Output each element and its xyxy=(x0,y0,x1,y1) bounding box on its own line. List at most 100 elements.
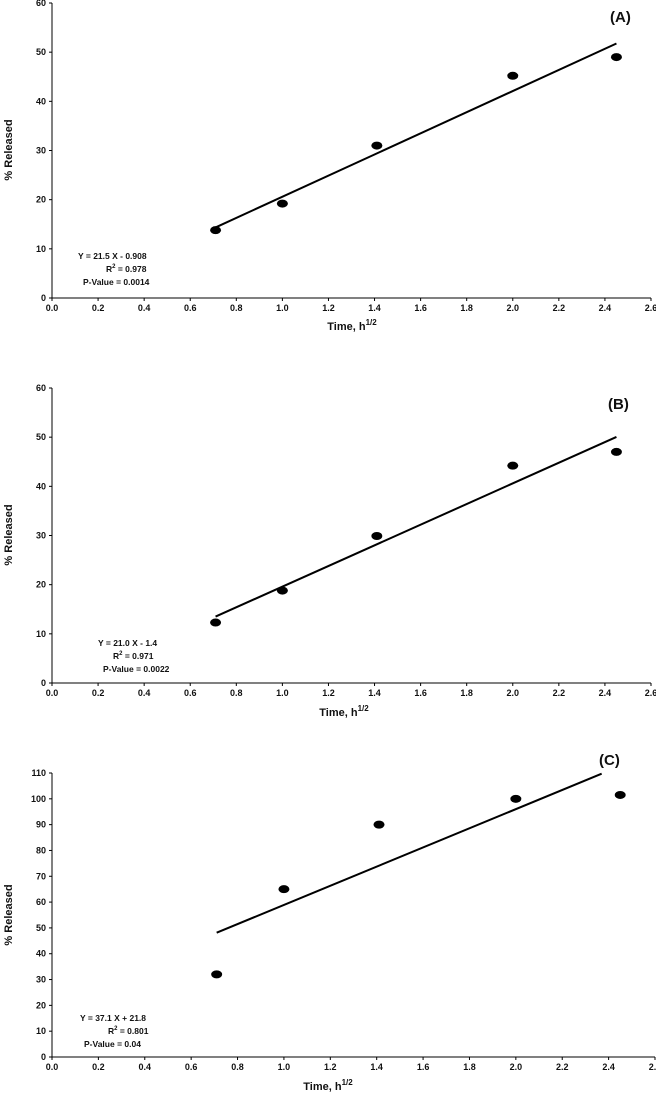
y-tick-label: 110 xyxy=(31,768,46,778)
data-point xyxy=(610,447,622,456)
x-tick-label: 0.0 xyxy=(46,688,59,698)
x-tick-label: 0.2 xyxy=(92,303,105,313)
r-squared-value: = 0.978 xyxy=(115,264,146,274)
x-tick-label: 1.0 xyxy=(276,688,289,698)
x-tick-label: 2.0 xyxy=(507,688,520,698)
panel-label: (B) xyxy=(608,396,629,413)
data-point xyxy=(211,970,223,979)
y-tick-label: 30 xyxy=(36,531,46,541)
y-tick-label: 60 xyxy=(36,383,46,393)
fit-line xyxy=(215,42,617,229)
y-axis-label: % Released xyxy=(3,119,15,180)
x-axis-label-superscript: 1/2 xyxy=(366,318,378,327)
x-tick-label: 0.8 xyxy=(230,303,243,313)
x-tick-label: 0.4 xyxy=(138,688,151,698)
data-point xyxy=(371,141,383,150)
x-tick-label: 0.0 xyxy=(46,303,59,313)
y-tick-label: 30 xyxy=(36,146,46,156)
data-point xyxy=(276,199,288,208)
y-tick-label: 50 xyxy=(36,47,46,57)
x-tick-label: 1.4 xyxy=(370,1062,383,1072)
data-point xyxy=(371,531,383,540)
x-tick-label: 0.0 xyxy=(46,1062,59,1072)
x-axis-label-superscript: 1/2 xyxy=(342,1078,354,1087)
y-tick-label: 30 xyxy=(36,975,46,985)
x-tick-label: 0.8 xyxy=(231,1062,244,1072)
panel-c: 0.0 0.2 0.4 0.6 0.8 1.0 1.2 1.4 1.6 1.8 2.0 2.2 2.4 2… xyxy=(3,752,656,1093)
y-tick-label: 90 xyxy=(36,820,46,830)
data-point xyxy=(210,618,222,627)
x-tick-label: 1.4 xyxy=(368,688,381,698)
x-tick-label: 1.0 xyxy=(278,1062,291,1072)
panel-label: (A) xyxy=(610,9,631,26)
x-tick-label: 2.4 xyxy=(599,688,612,698)
x-tick-label: 1.4 xyxy=(368,303,381,313)
r-squared-value: = 0.801 xyxy=(117,1026,148,1036)
x-tick-label: 1.6 xyxy=(417,1062,430,1072)
x-tick-label: 0.4 xyxy=(139,1062,152,1072)
r-squared-prefix: R xyxy=(113,651,119,661)
x-tick-label: 0.6 xyxy=(184,688,197,698)
x-tick-label: 1.0 xyxy=(276,303,289,313)
r-squared-superscript: 2 xyxy=(112,264,116,270)
y-tick-label: 80 xyxy=(36,845,46,855)
p-value-text: P-Value = 0.0014 xyxy=(83,277,150,287)
r-squared-prefix: R xyxy=(106,264,112,274)
y-tick-label: 0 xyxy=(41,1052,46,1062)
data-point xyxy=(210,226,222,235)
r-squared-text: R2 = 0.971 xyxy=(113,651,154,661)
x-axis-label-superscript: 1/2 xyxy=(358,704,370,713)
regression-equation: Y = 21.0 X - 1.4 xyxy=(98,638,157,648)
x-tick-label: 2.4 xyxy=(602,1062,615,1072)
p-value-text: P-Value = 0.0022 xyxy=(103,664,170,674)
x-tick-label: 0.8 xyxy=(230,688,243,698)
y-tick-label: 100 xyxy=(31,794,46,804)
y-tick-label: 40 xyxy=(36,96,46,106)
x-tick-label: 0.6 xyxy=(184,303,197,313)
x-tick-label: 2.2 xyxy=(556,1062,569,1072)
y-axis-label: % Released xyxy=(3,884,15,945)
panel-a: 0.0 0.2 0.4 0.6 0.8 1.0 1.2 1.4 1.6 1.8 2.0 2.2 2.4 2… xyxy=(3,0,656,333)
y-tick-label: 70 xyxy=(36,871,46,881)
x-tick-label: 1.2 xyxy=(322,688,335,698)
r-squared-text: R2 = 0.801 xyxy=(108,1026,149,1036)
data-point xyxy=(373,820,385,829)
y-tick-label: 40 xyxy=(36,481,46,491)
data-point xyxy=(507,71,519,80)
y-tick-label: 40 xyxy=(36,949,46,959)
p-value-text: P-Value = 0.04 xyxy=(84,1039,141,1049)
x-tick-label: 2.0 xyxy=(507,303,520,313)
x-tick-label: 2.6 xyxy=(649,1062,656,1072)
data-point xyxy=(614,790,626,799)
r-squared-value: = 0.971 xyxy=(122,651,153,661)
y-tick-label: 50 xyxy=(36,923,46,933)
x-tick-label: 2.6 xyxy=(645,688,656,698)
x-tick-label: 2.4 xyxy=(599,303,612,313)
data-point xyxy=(276,586,288,595)
x-tick-label: 2.6 xyxy=(645,303,656,313)
y-tick-label: 0 xyxy=(41,293,46,303)
data-point xyxy=(278,885,290,894)
x-tick-label: 1.2 xyxy=(322,303,335,313)
y-tick-label: 60 xyxy=(36,0,46,8)
panel-label: (C) xyxy=(599,752,620,769)
fit-line xyxy=(215,436,617,618)
x-axis-label: Time, h1/2 xyxy=(303,1078,353,1093)
data-point xyxy=(507,461,519,470)
y-tick-label: 20 xyxy=(36,195,46,205)
x-tick-label: 0.4 xyxy=(138,303,151,313)
x-axis-label-main: Time, h xyxy=(303,1081,342,1093)
regression-equation: Y = 21.5 X - 0.908 xyxy=(78,251,147,261)
x-tick-label: 2.0 xyxy=(510,1062,523,1072)
x-tick-label: 1.2 xyxy=(324,1062,337,1072)
x-tick-label: 0.2 xyxy=(92,1062,105,1072)
r-squared-prefix: R xyxy=(108,1026,114,1036)
x-axis-label: Time, h1/2 xyxy=(327,318,377,333)
x-tick-label: 0.2 xyxy=(92,688,105,698)
y-tick-label: 10 xyxy=(36,244,46,254)
x-tick-label: 1.8 xyxy=(460,303,473,313)
x-tick-label: 1.8 xyxy=(460,688,473,698)
y-tick-label: 20 xyxy=(36,580,46,590)
x-tick-label: 2.2 xyxy=(553,303,566,313)
